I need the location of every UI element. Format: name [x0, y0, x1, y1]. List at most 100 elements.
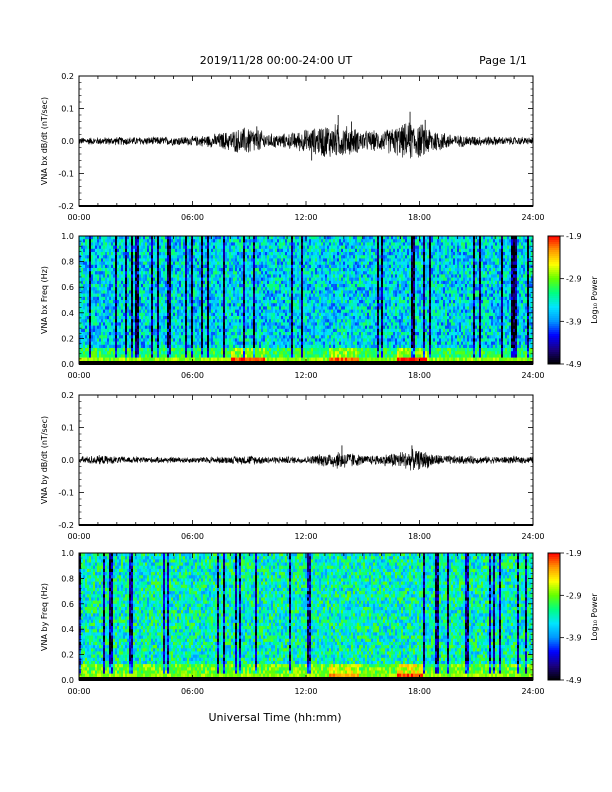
heatmap-cell [205, 319, 208, 323]
heatmap-cell [283, 290, 286, 294]
heatmap-cell [253, 261, 256, 266]
heatmap-cell [95, 306, 98, 310]
heatmap-cell [305, 338, 308, 342]
heatmap-cell [237, 239, 240, 243]
heatmap-cell [149, 255, 152, 259]
heatmap-cell [133, 341, 136, 346]
heatmap-cell [215, 252, 218, 256]
heatmap-cell [299, 280, 302, 285]
heatmap-cell [207, 303, 210, 307]
heatmap-cell [147, 354, 150, 358]
heatmap-cell [247, 322, 250, 326]
heatmap-cell [307, 335, 310, 339]
heatmap-cell [197, 274, 200, 278]
heatmap-cell [255, 255, 258, 259]
heatmap-cell [143, 309, 146, 314]
heatmap-cell [285, 316, 288, 320]
heatmap-cell [287, 312, 290, 317]
heatmap-cell [83, 268, 86, 272]
heatmap-cell [245, 303, 248, 307]
heatmap-cell [107, 290, 110, 294]
heatmap-cell [307, 293, 310, 298]
heatmap-cell [149, 300, 152, 304]
heatmap-cell [87, 312, 90, 317]
heatmap-cell [199, 280, 202, 285]
heatmap-cell [315, 316, 318, 320]
heatmap-cell [145, 261, 148, 266]
heatmap-cell [295, 280, 298, 285]
heatmap-cell [231, 351, 234, 355]
heatmap-cell [273, 332, 276, 336]
heatmap-cell [251, 303, 254, 307]
heatmap-cell [227, 274, 230, 278]
heatmap-cell [295, 242, 298, 246]
heatmap-cell [97, 332, 100, 336]
heatmap-cell [113, 284, 116, 288]
heatmap-cell [113, 325, 116, 330]
heatmap-cell [291, 242, 294, 246]
heatmap-cell [253, 258, 256, 262]
heatmap-cell [263, 290, 266, 294]
heatmap-cell [85, 338, 88, 342]
heatmap-cell [261, 274, 264, 278]
heatmap-cell [153, 280, 156, 285]
heatmap-cell [197, 332, 200, 336]
heatmap-cell [123, 328, 126, 333]
heatmap-cell [301, 332, 304, 336]
heatmap-cell [269, 248, 272, 253]
heatmap-cell [215, 255, 218, 259]
heatmap-cell [219, 255, 222, 259]
heatmap-cell [199, 325, 202, 330]
heatmap-cell [237, 322, 240, 326]
heatmap-cell [317, 284, 320, 288]
heatmap-cell [115, 255, 118, 259]
heatmap-cell [125, 296, 128, 301]
heatmap-cell [193, 280, 196, 285]
heatmap-cell [187, 236, 190, 240]
heatmap-cell [97, 338, 100, 342]
heatmap-cell [217, 280, 220, 285]
heatmap-cell [81, 338, 84, 342]
heatmap-cell [83, 335, 86, 339]
heatmap-cell [263, 354, 266, 358]
heatmap-cell [109, 332, 112, 336]
heatmap-cell [141, 354, 144, 358]
heatmap-cell [233, 239, 236, 243]
heatmap-cell [79, 274, 82, 278]
heatmap-cell [93, 328, 96, 333]
heatmap-cell [139, 351, 142, 355]
heatmap-cell [265, 312, 268, 317]
heatmap-cell [265, 268, 268, 272]
heatmap-cell [247, 357, 250, 362]
heatmap-cell [251, 316, 254, 320]
heatmap-cell [143, 248, 146, 253]
heatmap-cell [141, 322, 144, 326]
heatmap-cell [163, 290, 166, 294]
heatmap-cell [215, 236, 218, 240]
heatmap-cell [129, 236, 132, 240]
heatmap-cell [203, 344, 206, 349]
heatmap-cell [85, 303, 88, 307]
heatmap-cell [91, 306, 94, 310]
heatmap-cell [261, 277, 264, 282]
heatmap-cell [287, 303, 290, 307]
heatmap-cell [307, 309, 310, 314]
heatmap-cell [123, 242, 126, 246]
heatmap-cell [267, 306, 270, 310]
heatmap-cell [95, 274, 98, 278]
heatmap-cell [293, 280, 296, 285]
heatmap-cell [123, 287, 126, 291]
heatmap-cell [117, 312, 120, 317]
heatmap-cell [195, 357, 198, 362]
heatmap-cell [117, 354, 120, 358]
heatmap-cell [101, 258, 104, 262]
heatmap-cell [215, 354, 218, 358]
heatmap-cell [103, 248, 106, 253]
heatmap-cell [259, 312, 262, 317]
heatmap-cell [163, 242, 166, 246]
x-tick-label: 06:00 [181, 213, 204, 222]
heatmap-cell [221, 319, 224, 323]
heatmap-cell [255, 274, 258, 278]
heatmap-cell [181, 277, 184, 282]
heatmap-cell [185, 348, 188, 352]
